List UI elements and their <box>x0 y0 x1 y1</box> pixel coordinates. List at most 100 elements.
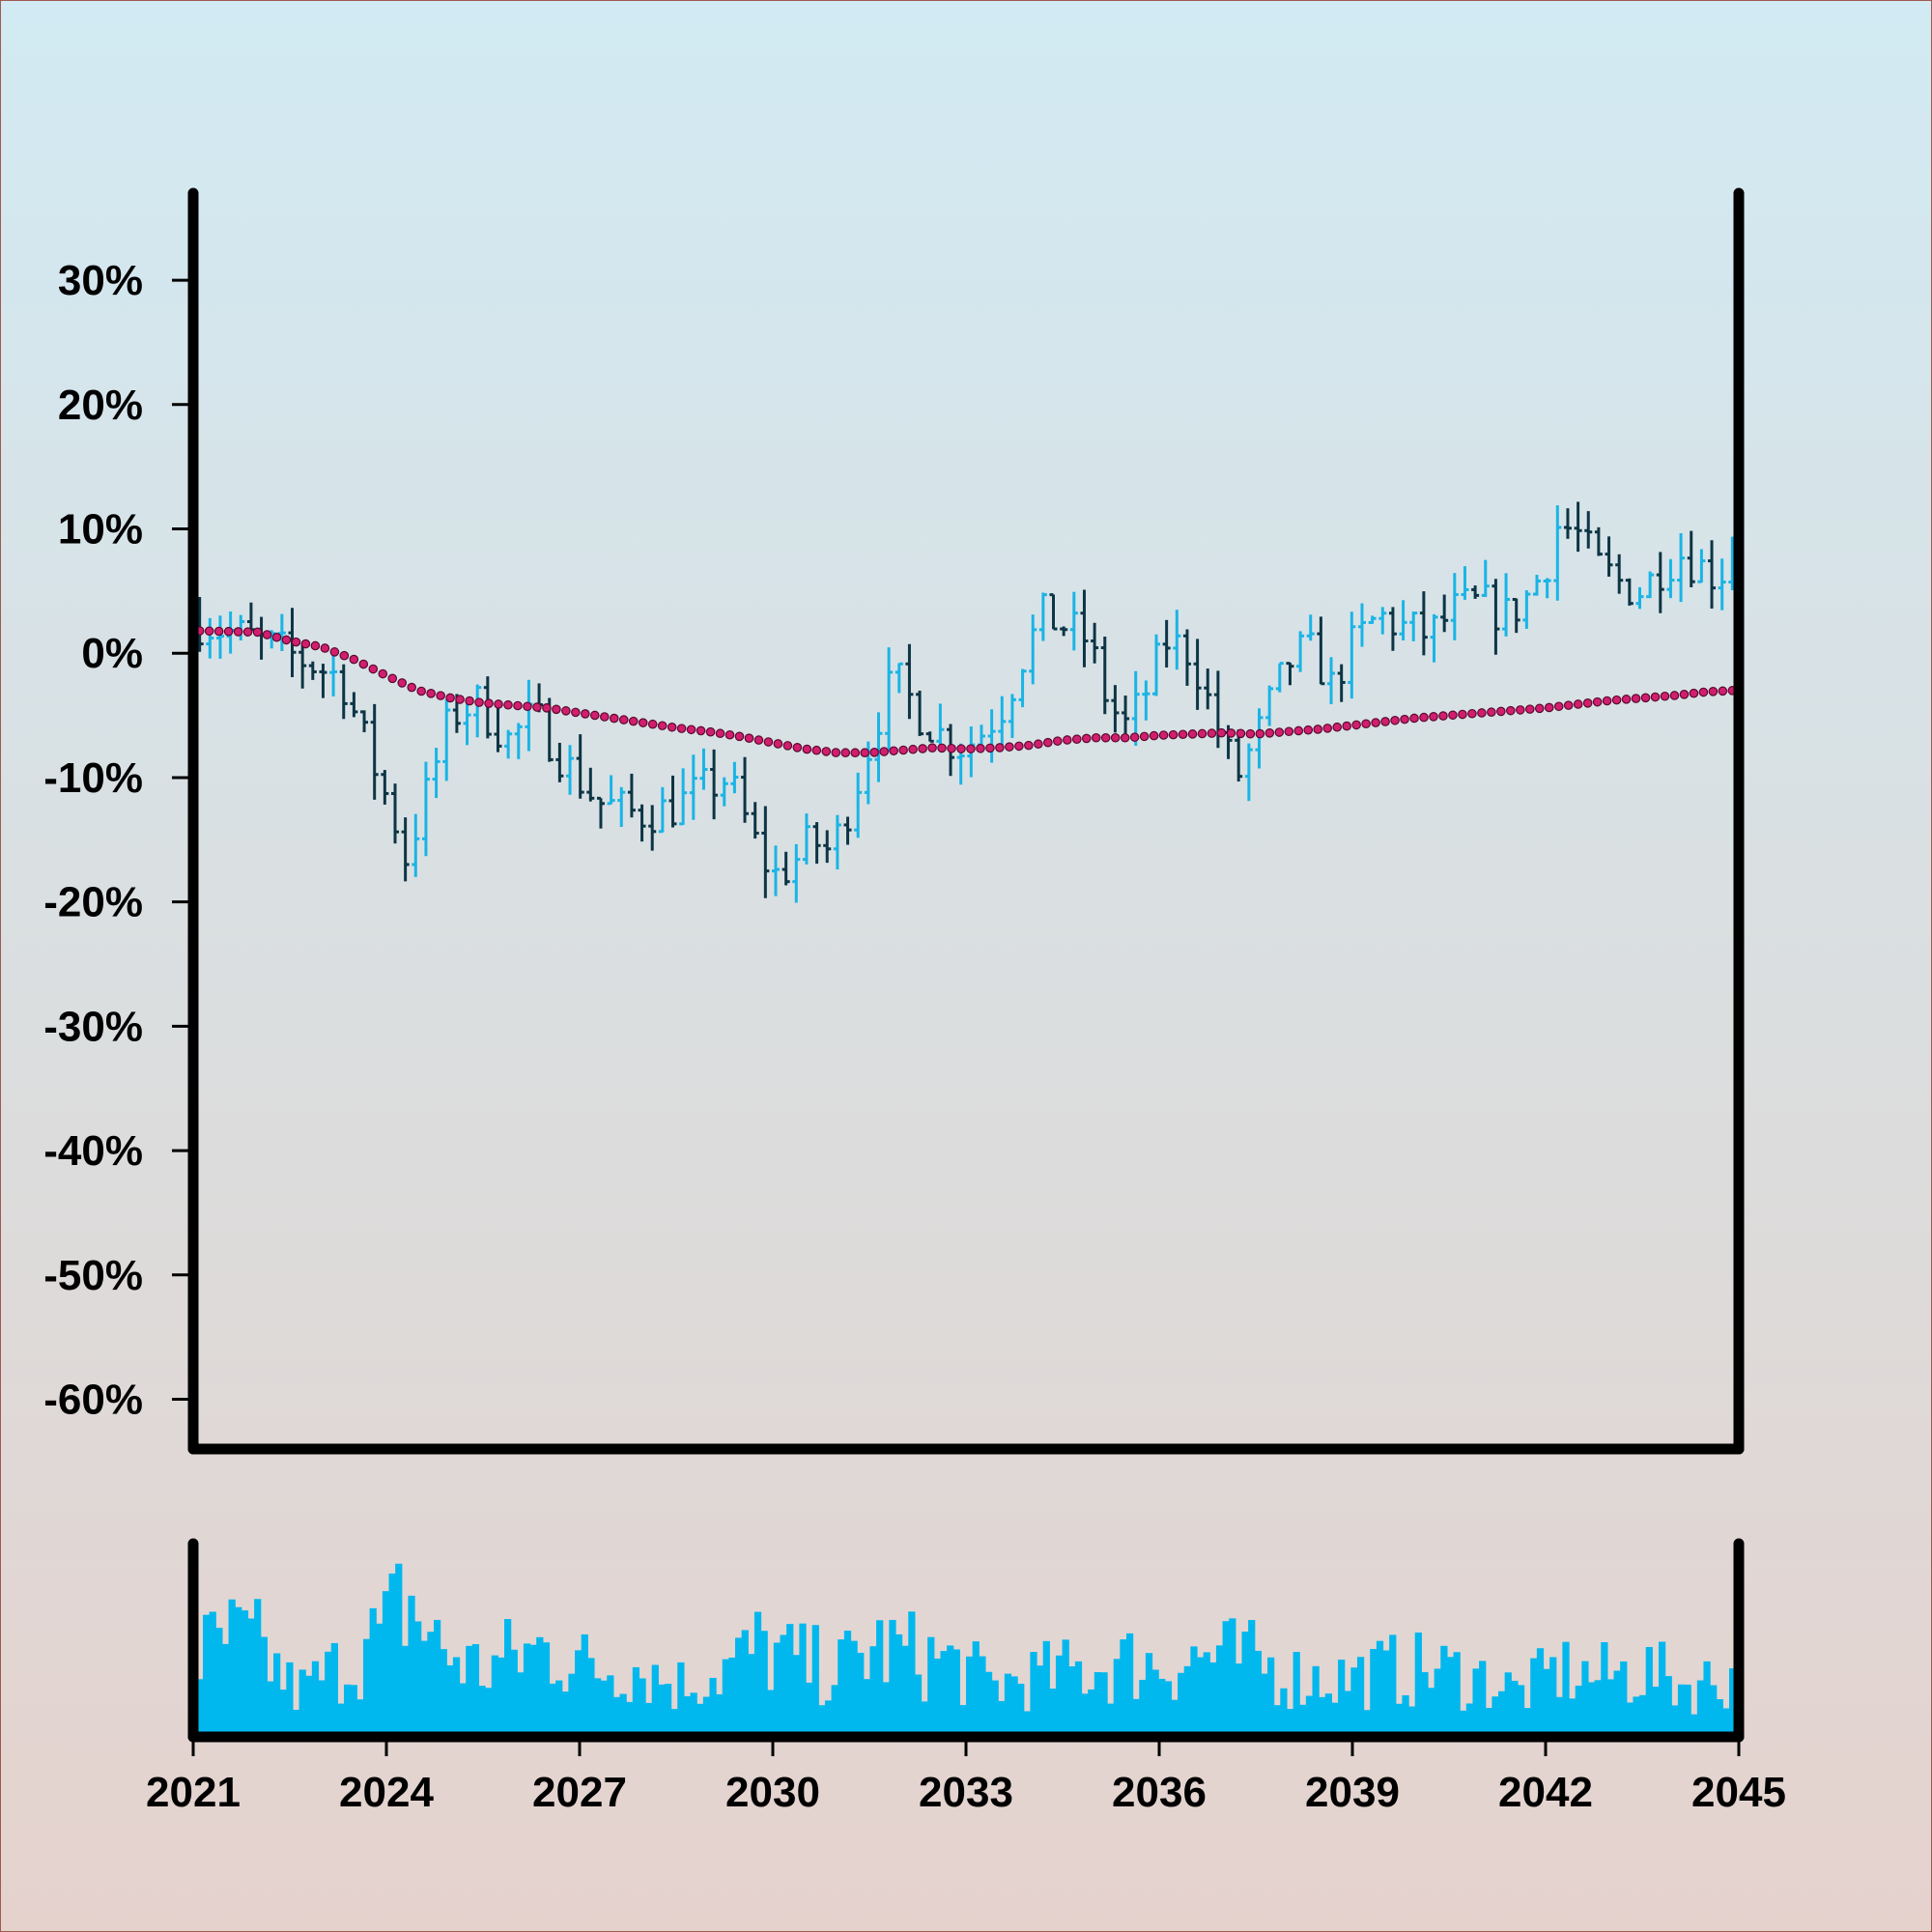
moving-average-point <box>1698 687 1709 697</box>
moving-average-point <box>686 724 696 735</box>
volume-bar <box>753 1611 762 1737</box>
volume-bar <box>1094 1672 1102 1737</box>
volume-bar <box>517 1672 525 1737</box>
ohlc-bar <box>730 761 739 794</box>
ohlc-bar <box>1553 505 1562 601</box>
ohlc-bar <box>1142 680 1151 721</box>
ohlc-bar <box>1471 585 1480 599</box>
ohlc-bar <box>1481 559 1490 597</box>
volume-bar <box>1305 1695 1314 1737</box>
moving-average-point <box>1582 698 1593 708</box>
moving-average-point <box>734 731 745 742</box>
ohlc-bar <box>1492 579 1500 655</box>
ohlc-bar <box>1162 619 1171 668</box>
volume-bar <box>330 1642 339 1737</box>
moving-average-point <box>1303 724 1314 735</box>
moving-average-line <box>194 626 1738 758</box>
volume-bar <box>1684 1684 1691 1737</box>
volume-bar <box>209 1611 216 1737</box>
volume-bar <box>337 1703 345 1737</box>
volume-bar <box>344 1684 352 1737</box>
ohlc-bar <box>1697 549 1706 583</box>
ohlc-bar <box>1450 573 1459 640</box>
ohlc-bar <box>1399 600 1407 640</box>
volume-bar <box>1716 1699 1723 1737</box>
volume-bar <box>1498 1690 1506 1737</box>
ohlc-bar <box>432 748 440 799</box>
moving-average-point <box>436 691 445 700</box>
moving-average-point <box>1419 712 1429 723</box>
moving-average-point <box>397 678 408 688</box>
moving-average-point <box>1236 728 1246 739</box>
moving-average-point <box>1496 706 1506 717</box>
volume-bar <box>369 1607 377 1737</box>
ohlc-bar <box>329 651 338 696</box>
moving-average-point <box>1053 736 1063 746</box>
volume-bar <box>882 1682 890 1737</box>
ohlc-bar <box>1615 554 1624 594</box>
volume-bar <box>869 1646 877 1737</box>
volume-bar <box>311 1661 320 1737</box>
ohlc-bar <box>1625 578 1634 606</box>
ohlc-bar <box>1049 593 1058 631</box>
moving-average-point <box>696 725 706 736</box>
volume-bar <box>497 1657 505 1737</box>
volume-bar <box>1479 1661 1487 1737</box>
moving-average-point <box>821 747 832 756</box>
y-tick-label: 10% <box>58 506 143 554</box>
moving-average-point <box>1216 727 1227 738</box>
ohlc-bar <box>1337 664 1346 702</box>
volume-bar <box>1088 1689 1095 1737</box>
moving-average-point <box>1487 707 1496 718</box>
volume-bar <box>1677 1684 1686 1737</box>
volume-bar <box>1722 1708 1730 1737</box>
ohlc-bar <box>1100 637 1109 715</box>
ohlc-bar <box>607 775 615 806</box>
moving-average-point <box>1708 687 1719 696</box>
volume-bar <box>581 1634 588 1737</box>
volume-bar <box>722 1659 729 1737</box>
volume-bar <box>221 1643 230 1737</box>
ohlc-bar <box>1388 607 1397 651</box>
volume-bar <box>254 1599 262 1737</box>
ohlc-bar <box>689 754 697 820</box>
ohlc-bar <box>699 748 708 790</box>
volume-bar <box>504 1619 512 1737</box>
volume-bar <box>677 1662 685 1737</box>
moving-average-point <box>908 744 918 754</box>
ohlc-bar <box>1378 607 1387 635</box>
ohlc-bar <box>617 786 626 828</box>
volume-bar <box>619 1693 627 1737</box>
moving-average-point <box>889 746 898 756</box>
moving-average-point <box>879 747 889 756</box>
volume-bar <box>529 1644 537 1737</box>
volume-bar <box>273 1653 281 1737</box>
volume-bar <box>1356 1657 1365 1737</box>
moving-average-point <box>1592 696 1603 707</box>
ohlc-bar <box>246 602 255 632</box>
volume-bar <box>1729 1668 1737 1737</box>
ohlc-bar <box>1038 592 1047 641</box>
moving-average-point <box>1110 732 1121 743</box>
volume-bar <box>1658 1641 1666 1737</box>
ohlc-bar <box>916 690 924 736</box>
volume-bar <box>305 1675 313 1737</box>
volume-bar <box>811 1625 819 1737</box>
volume-bar <box>914 1674 923 1737</box>
volume-bar <box>818 1705 826 1737</box>
moving-average-point <box>1129 732 1140 742</box>
moving-average-point <box>465 696 474 706</box>
x-tick-label: 2027 <box>532 1769 627 1816</box>
moving-average-point <box>1264 727 1275 738</box>
volume-bar <box>395 1563 403 1737</box>
moving-average-point <box>724 729 735 740</box>
ohlc-bar <box>905 643 914 720</box>
moving-average-point <box>628 716 639 726</box>
volume-bar <box>408 1595 415 1737</box>
ohlc-bar <box>1069 591 1078 651</box>
ohlc-bar <box>998 696 1007 746</box>
ohlc-bar <box>710 749 719 820</box>
volume-bar <box>1241 1632 1249 1737</box>
moving-average-point <box>262 630 272 639</box>
ohlc-bar <box>741 756 750 823</box>
